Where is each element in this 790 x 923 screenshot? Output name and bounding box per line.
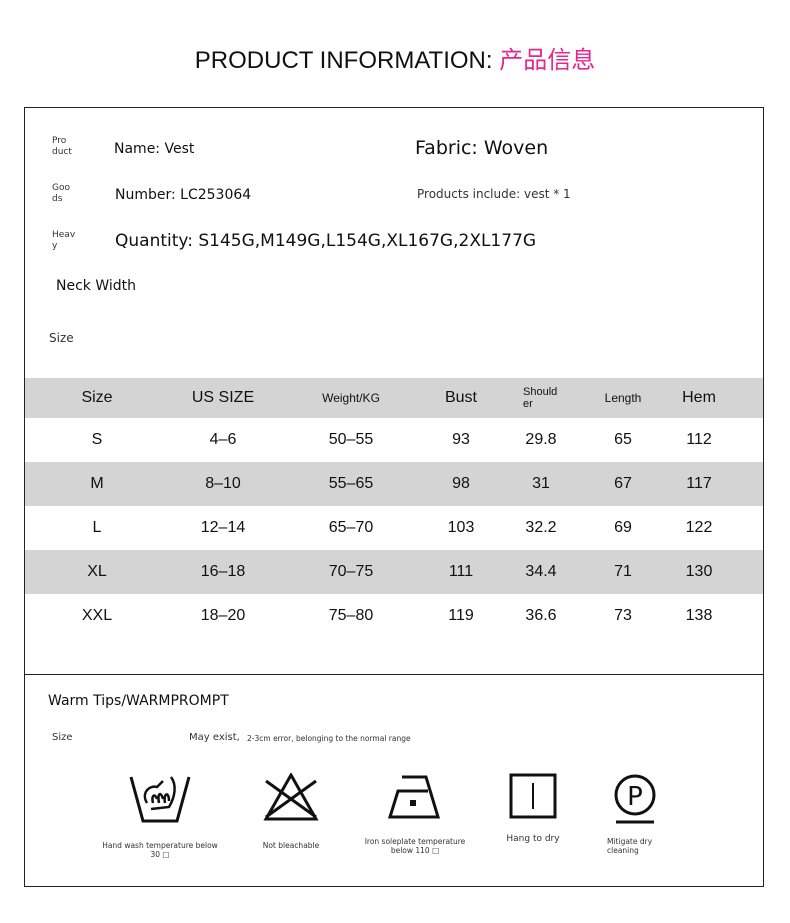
info-box: Pro duct Name: Vest Fabric: Woven Goo ds… bbox=[24, 107, 764, 887]
table-header-row: Size US SIZE Weight/KG Bust Should er Length H… bbox=[25, 378, 763, 418]
table-row: XXL 18–20 75–80 119 36.6 73 138 bbox=[25, 594, 763, 638]
care-label: Hand wash temperature below 30 □ bbox=[102, 841, 218, 859]
table-row: XL 16–18 70–75 111 34.4 71 130 bbox=[25, 550, 763, 594]
table-cell: 73 bbox=[614, 607, 632, 624]
tips-title: Warm Tips/WARMPROMPT bbox=[48, 693, 229, 709]
table-cell: L bbox=[92, 519, 102, 536]
table-cell: 65–70 bbox=[328, 519, 374, 536]
no-bleach-icon bbox=[263, 773, 319, 821]
page-title: PRODUCT INFORMATION: 产品信息 bbox=[0, 40, 790, 75]
care-hang-dry: Hang to dry bbox=[473, 773, 593, 844]
table-row: M 8–10 55–65 98 31 67 117 bbox=[25, 462, 763, 506]
column-header: Bust bbox=[444, 389, 477, 406]
table-cell: 4–6 bbox=[209, 431, 237, 448]
table-cell: 117 bbox=[686, 475, 712, 492]
dry-clean-icon: P bbox=[614, 774, 656, 824]
iron-icon bbox=[388, 775, 441, 819]
goods-label: Goo ds bbox=[52, 183, 70, 204]
column-header: Weight/KG bbox=[322, 391, 380, 405]
table-cell: 111 bbox=[448, 563, 474, 580]
care-iron: Iron soleplate temperature below 110 □ bbox=[355, 773, 475, 855]
divider bbox=[25, 674, 763, 675]
care-dry-clean: P Mitigate dry cleaning bbox=[575, 773, 695, 855]
table-cell: 34.4 bbox=[525, 563, 557, 580]
table-cell: 65 bbox=[614, 431, 632, 448]
table-cell: XXL bbox=[81, 607, 113, 624]
table-cell: 75–80 bbox=[328, 607, 374, 624]
table-cell: 112 bbox=[686, 431, 712, 448]
column-header: US SIZE bbox=[191, 389, 255, 406]
goods-number: Number: LC253064 bbox=[115, 187, 252, 203]
table-cell: 103 bbox=[447, 519, 475, 536]
neck-width: Neck Width bbox=[56, 278, 137, 294]
quantity: Quantity: S145G,M149G,L154G,XL167G,2XL17… bbox=[115, 231, 537, 251]
table-cell: 70–75 bbox=[328, 563, 374, 580]
table-row: S 4–6 50–55 93 29.8 65 112 bbox=[25, 418, 763, 462]
table-cell: 16–18 bbox=[200, 563, 246, 580]
table-cell: 8–10 bbox=[205, 475, 241, 492]
fabric: Fabric: Woven bbox=[415, 137, 549, 159]
size-label: Size bbox=[49, 331, 74, 345]
column-header: Length bbox=[604, 391, 642, 405]
column-header: Should er bbox=[523, 386, 558, 410]
column-header: Size bbox=[81, 389, 113, 406]
care-label: Not bleachable bbox=[262, 841, 320, 850]
hand-wash-icon bbox=[129, 776, 191, 823]
title-cn: 产品信息 bbox=[499, 47, 596, 74]
table-cell: 69 bbox=[614, 519, 632, 536]
table-cell: 98 bbox=[452, 475, 470, 492]
table-cell: 67 bbox=[614, 475, 632, 492]
title-en: PRODUCT INFORMATION: bbox=[194, 47, 500, 74]
table-cell: M bbox=[90, 475, 104, 492]
error-note: 2-3cm error, belonging to the normal ran… bbox=[247, 734, 411, 743]
table-row: L 12–14 65–70 103 32.2 69 122 bbox=[25, 506, 763, 550]
table-cell: 122 bbox=[685, 519, 713, 536]
care-label: Hang to dry bbox=[506, 834, 560, 844]
table-cell: 138 bbox=[685, 607, 713, 624]
table-cell: 55–65 bbox=[328, 475, 374, 492]
products-include: Products include: vest * 1 bbox=[417, 187, 571, 201]
care-hand-wash: Hand wash temperature below 30 □ bbox=[100, 773, 220, 859]
column-header: Hem bbox=[682, 389, 716, 406]
table-cell: 130 bbox=[685, 563, 713, 580]
product-label: Pro duct bbox=[52, 136, 72, 157]
table-cell: S bbox=[91, 431, 103, 448]
table-cell: 31 bbox=[532, 475, 550, 492]
table-cell: XL bbox=[87, 563, 107, 580]
table-cell: 36.6 bbox=[525, 607, 557, 624]
product-name: Name: Vest bbox=[114, 141, 195, 157]
table-cell: 71 bbox=[614, 563, 632, 580]
care-label: Iron soleplate temperature below 110 □ bbox=[364, 837, 466, 855]
table-cell: 29.8 bbox=[525, 431, 557, 448]
tips-size-label: Size bbox=[52, 732, 73, 743]
heavy-label: Heav y bbox=[52, 230, 76, 251]
table-cell: 12–14 bbox=[200, 519, 246, 536]
may-exist: May exist, bbox=[189, 732, 240, 743]
table-cell: 93 bbox=[452, 431, 470, 448]
table-cell: 50–55 bbox=[328, 431, 374, 448]
table-cell: 18–20 bbox=[200, 607, 246, 624]
care-no-bleach: Not bleachable bbox=[231, 773, 351, 850]
care-label: Mitigate dry cleaning bbox=[607, 837, 653, 855]
svg-text:P: P bbox=[627, 782, 643, 812]
hang-dry-icon bbox=[509, 773, 557, 819]
size-table: Size US SIZE Weight/KG Bust Should er Length H… bbox=[25, 378, 763, 638]
table-cell: 119 bbox=[448, 607, 474, 624]
table-cell: 32.2 bbox=[525, 519, 557, 536]
